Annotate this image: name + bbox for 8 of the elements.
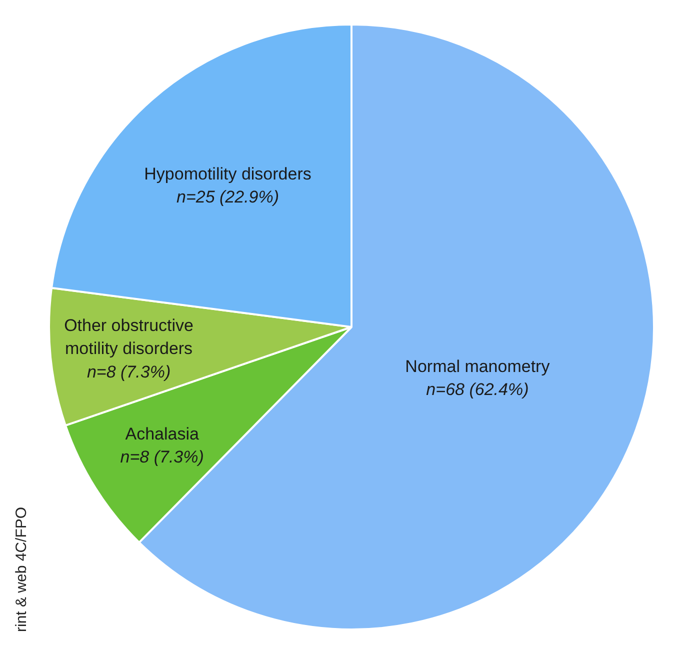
data-label: n=68 (62.4%) xyxy=(426,380,529,399)
data-label: n=8 (7.3%) xyxy=(86,362,171,382)
data-label: n=8 (7.3%) xyxy=(120,448,204,467)
slice-label: Achalasia xyxy=(125,424,200,444)
data-label: n=25 (22.9%) xyxy=(176,187,280,206)
text: rint & web 4C/FPO xyxy=(13,506,30,632)
slice-label: Normal manometry xyxy=(405,356,550,376)
slice-label: Hypomotility disorders xyxy=(144,164,312,184)
